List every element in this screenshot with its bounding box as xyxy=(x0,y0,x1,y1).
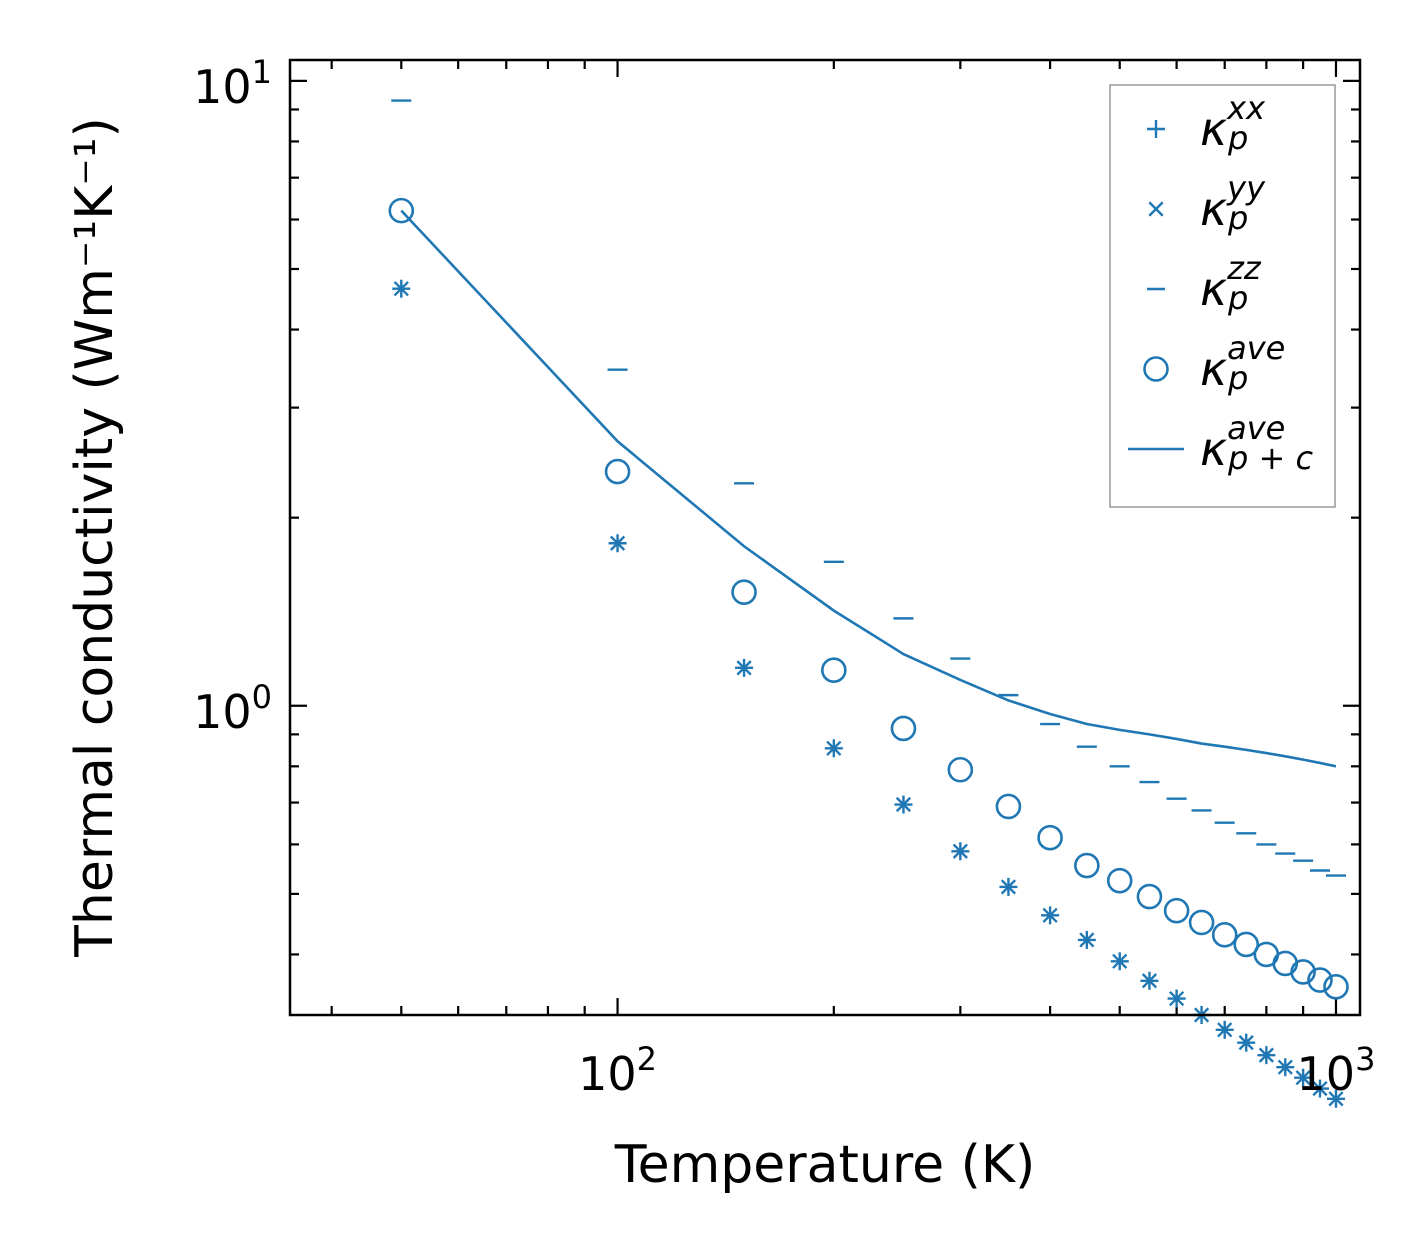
legend: κxx p κyy p κzz p κave p κave p + c xyxy=(1109,84,1336,508)
data-point-x xyxy=(1000,879,1017,895)
x-tick-label: 103 xyxy=(1297,1040,1376,1101)
series-line xyxy=(400,209,1337,768)
data-point-circle xyxy=(1290,959,1316,985)
data-point-x-stroke xyxy=(1169,990,1185,1007)
data-point-circle xyxy=(1323,974,1349,1000)
legend-label: κyy p xyxy=(1200,169,1266,237)
data-point-x xyxy=(1217,1022,1233,1038)
legend-entry-kappa_p_yy: κyy p xyxy=(1148,169,1266,237)
data-point-x-stroke xyxy=(1238,1035,1254,1051)
data-point-circle xyxy=(1074,852,1100,879)
x-axis-label: Temperature (K) xyxy=(614,1135,1036,1195)
data-point-x xyxy=(1141,973,1158,989)
data-point-x xyxy=(736,660,752,676)
data-point-x-stroke xyxy=(736,660,752,676)
data-point-x xyxy=(826,740,842,756)
legend-marker-x xyxy=(1148,201,1164,217)
plot-frame xyxy=(288,58,1362,1017)
data-point-circle xyxy=(388,197,415,224)
data-point-x-stroke xyxy=(1217,1022,1233,1038)
data-point-x xyxy=(1169,990,1185,1007)
data-series xyxy=(388,99,1349,1108)
data-point-x-stroke xyxy=(1295,1070,1311,1086)
data-point-x-stroke xyxy=(1079,932,1095,948)
y-tick-label: 100 xyxy=(193,678,272,739)
data-point-circle xyxy=(1233,931,1260,958)
legend-entry-kappa_p_zz: κzz p xyxy=(1147,249,1262,317)
data-point-circle xyxy=(947,756,974,783)
data-point-x-stroke xyxy=(1112,953,1128,969)
data-point-x xyxy=(895,796,912,813)
x-tick-label: 102 xyxy=(578,1040,657,1101)
data-point-x-stroke xyxy=(1312,1080,1328,1097)
data-point-x xyxy=(1277,1059,1293,1075)
data-point-x xyxy=(1042,907,1058,923)
series-kappa_p_c_ave xyxy=(400,209,1337,768)
legend-marker-circle xyxy=(1143,356,1169,382)
data-point-circle xyxy=(995,793,1022,820)
y-axis-label: Thermal conductivity (Wm⁻¹K⁻¹) xyxy=(65,117,125,958)
data-point-circle xyxy=(1211,922,1238,948)
y-tick-label: 101 xyxy=(193,53,272,114)
data-point-x xyxy=(1079,932,1095,948)
legend-entry-kappa_p_ave: κave p xyxy=(1143,329,1285,397)
data-point-x xyxy=(609,535,626,551)
data-point-circle xyxy=(604,458,631,485)
data-point-circle xyxy=(1307,967,1333,993)
data-point-circle xyxy=(1136,883,1163,910)
series-kappa_p_ave xyxy=(388,197,1349,1000)
data-point-x-stroke xyxy=(826,740,842,756)
data-point-x xyxy=(1112,953,1128,969)
data-point-x-stroke xyxy=(1328,1091,1344,1107)
legend-marker-x-stroke xyxy=(1148,201,1164,217)
data-point-x xyxy=(1258,1047,1274,1063)
data-point-x-stroke xyxy=(609,535,626,551)
data-point-circle xyxy=(1163,897,1190,924)
data-point-x-stroke xyxy=(1277,1059,1293,1075)
data-point-x-stroke xyxy=(393,281,409,297)
data-point-circle xyxy=(890,715,917,742)
data-point-x xyxy=(393,281,409,297)
data-point-x-stroke xyxy=(1042,907,1058,923)
data-point-circle xyxy=(821,657,847,684)
tick-labels: 102 103 100 101 xyxy=(193,53,1375,1101)
data-point-x-stroke xyxy=(1141,973,1158,989)
data-point-x xyxy=(1238,1035,1254,1051)
series-kappa_p_yy xyxy=(393,281,1344,1107)
legend-entry-kappa_p_xx: κxx p xyxy=(1147,89,1266,157)
legend-marker-plus xyxy=(1147,120,1165,138)
data-point-x xyxy=(1312,1080,1328,1097)
legend-frame xyxy=(1109,84,1336,508)
axis-ticks xyxy=(290,60,1360,1015)
data-point-x-stroke xyxy=(1000,879,1017,895)
data-point-x xyxy=(1295,1070,1311,1086)
legend-label: κave p xyxy=(1200,329,1285,397)
data-point-x-stroke xyxy=(1258,1047,1274,1063)
data-point-circle xyxy=(1188,909,1215,936)
legend-label: κxx p xyxy=(1200,89,1266,157)
series-kappa_p_zz xyxy=(391,99,1346,877)
data-point-circle xyxy=(1037,824,1063,851)
data-point-x-stroke xyxy=(895,796,912,813)
data-point-circle xyxy=(731,579,757,605)
data-point-circle xyxy=(1106,867,1133,894)
data-point-x-stroke xyxy=(952,843,968,859)
legend-label: κzz p xyxy=(1200,249,1262,317)
legend-label: κave p + c xyxy=(1200,409,1313,477)
data-point-circle xyxy=(1272,950,1299,977)
data-point-x xyxy=(1328,1091,1344,1107)
legend-entry-kappa_p_c_ave: κave p + c xyxy=(1128,409,1313,477)
data-point-x xyxy=(952,843,968,859)
